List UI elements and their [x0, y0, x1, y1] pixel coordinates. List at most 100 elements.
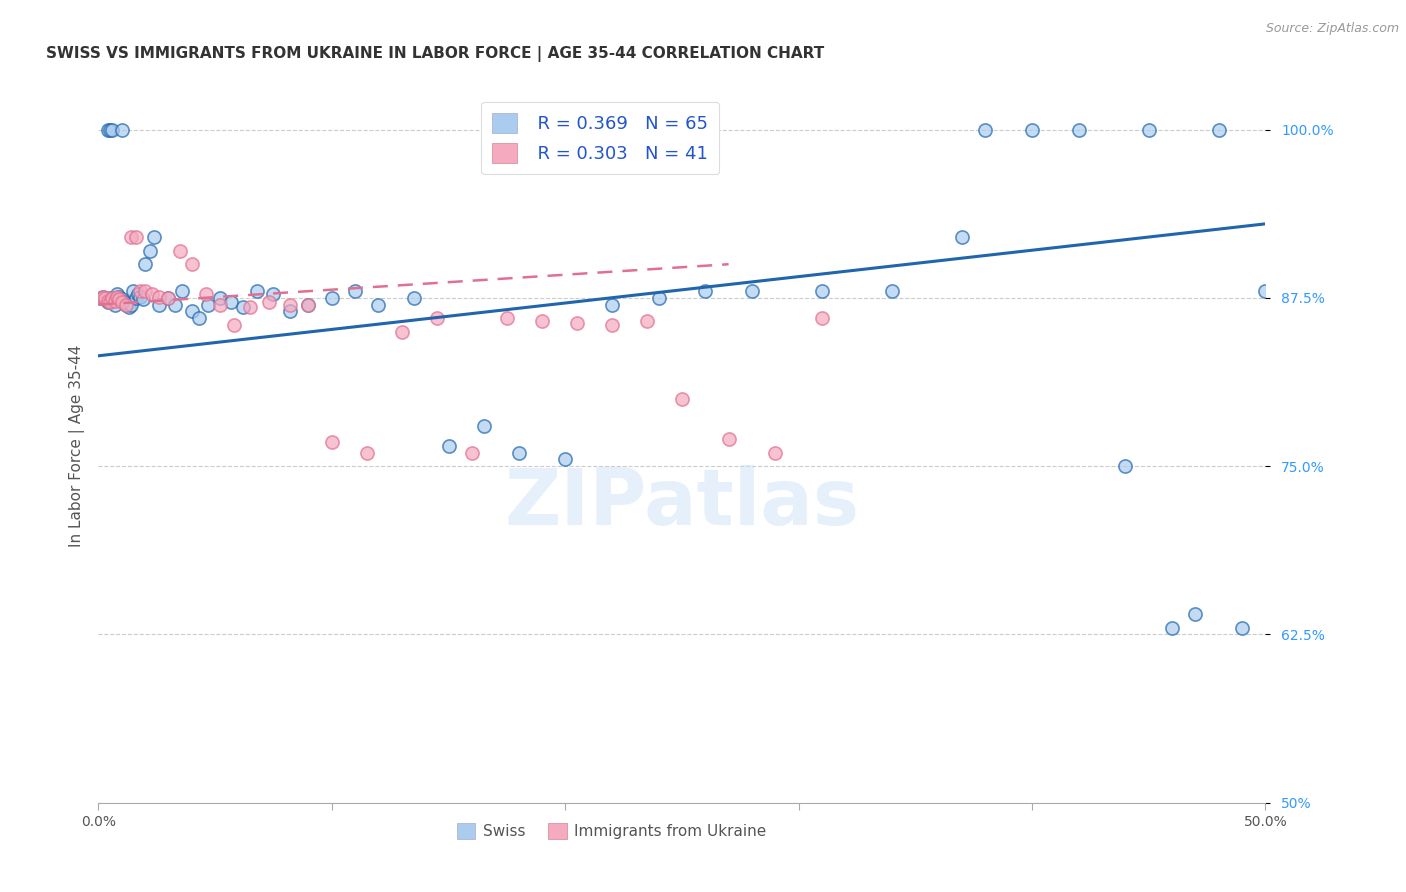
Swiss: [97, 294, 120, 309]
Immigrants from Ukraine: [811, 311, 834, 326]
Swiss: [321, 291, 343, 305]
Swiss: [143, 230, 166, 244]
Swiss: [94, 292, 117, 306]
Swiss: [297, 298, 319, 312]
Swiss: [172, 284, 194, 298]
Swiss: [232, 301, 254, 315]
Swiss: [647, 291, 669, 305]
Immigrants from Ukraine: [565, 317, 588, 331]
Immigrants from Ukraine: [208, 298, 231, 312]
Swiss: [120, 298, 142, 312]
Swiss: [118, 301, 141, 315]
Immigrants from Ukraine: [461, 446, 484, 460]
Swiss: [246, 284, 269, 298]
Immigrants from Ukraine: [278, 298, 301, 312]
Text: Source: ZipAtlas.com: Source: ZipAtlas.com: [1265, 22, 1399, 36]
Swiss: [508, 446, 530, 460]
Swiss: [1161, 621, 1184, 635]
Immigrants from Ukraine: [94, 291, 117, 305]
Swiss: [262, 286, 284, 301]
Swiss: [950, 230, 973, 244]
Swiss: [90, 291, 112, 305]
Swiss: [122, 284, 145, 298]
Swiss: [472, 418, 495, 433]
Swiss: [974, 122, 997, 136]
Immigrants from Ukraine: [496, 311, 519, 326]
Immigrants from Ukraine: [530, 314, 553, 328]
Immigrants from Ukraine: [321, 434, 343, 449]
Immigrants from Ukraine: [194, 286, 217, 301]
Swiss: [165, 298, 187, 312]
Swiss: [125, 291, 148, 305]
Swiss: [221, 294, 243, 309]
Swiss: [278, 304, 301, 318]
Swiss: [197, 298, 219, 312]
Swiss: [402, 291, 425, 305]
Text: SWISS VS IMMIGRANTS FROM UKRAINE IN LABOR FORCE | AGE 35-44 CORRELATION CHART: SWISS VS IMMIGRANTS FROM UKRAINE IN LABO…: [46, 46, 824, 62]
Swiss: [811, 284, 834, 298]
Immigrants from Ukraine: [120, 230, 142, 244]
Immigrants from Ukraine: [717, 432, 740, 446]
Swiss: [1067, 122, 1090, 136]
Immigrants from Ukraine: [105, 289, 128, 303]
Swiss: [741, 284, 763, 298]
Immigrants from Ukraine: [239, 301, 262, 315]
Swiss: [134, 257, 156, 271]
Swiss: [1230, 621, 1253, 635]
Swiss: [208, 291, 231, 305]
Immigrants from Ukraine: [90, 291, 112, 305]
Immigrants from Ukraine: [636, 314, 658, 328]
Immigrants from Ukraine: [426, 311, 449, 326]
Immigrants from Ukraine: [134, 284, 156, 298]
Swiss: [139, 244, 162, 258]
Swiss: [98, 122, 121, 136]
Swiss: [1021, 122, 1043, 136]
Swiss: [880, 284, 903, 298]
Swiss: [180, 304, 202, 318]
Swiss: [108, 289, 131, 303]
Immigrants from Ukraine: [671, 392, 693, 406]
Immigrants from Ukraine: [600, 318, 623, 332]
Immigrants from Ukraine: [104, 293, 127, 308]
Immigrants from Ukraine: [129, 284, 152, 298]
Swiss: [344, 284, 367, 298]
Immigrants from Ukraine: [91, 289, 114, 303]
Swiss: [132, 292, 155, 306]
Swiss: [129, 289, 152, 303]
Immigrants from Ukraine: [108, 292, 131, 306]
Swiss: [104, 298, 127, 312]
Swiss: [695, 284, 717, 298]
Swiss: [367, 298, 389, 312]
Legend: Swiss, Immigrants from Ukraine: Swiss, Immigrants from Ukraine: [451, 817, 773, 845]
Immigrants from Ukraine: [101, 291, 124, 305]
Swiss: [157, 291, 180, 305]
Swiss: [97, 122, 120, 136]
Swiss: [111, 292, 134, 306]
Immigrants from Ukraine: [222, 318, 245, 332]
Swiss: [148, 298, 170, 312]
Y-axis label: In Labor Force | Age 35-44: In Labor Force | Age 35-44: [69, 345, 84, 547]
Immigrants from Ukraine: [125, 230, 148, 244]
Swiss: [554, 452, 576, 467]
Swiss: [101, 122, 124, 136]
Swiss: [437, 439, 460, 453]
Swiss: [1208, 122, 1230, 136]
Immigrants from Ukraine: [141, 286, 163, 301]
Immigrants from Ukraine: [169, 244, 191, 258]
Immigrants from Ukraine: [180, 257, 202, 271]
Swiss: [111, 122, 134, 136]
Immigrants from Ukraine: [98, 294, 121, 309]
Swiss: [127, 286, 149, 301]
Swiss: [600, 298, 623, 312]
Swiss: [187, 311, 209, 326]
Swiss: [112, 294, 135, 309]
Immigrants from Ukraine: [391, 325, 413, 339]
Text: ZIPatlas: ZIPatlas: [505, 465, 859, 541]
Swiss: [101, 293, 124, 308]
Swiss: [91, 289, 114, 303]
Immigrants from Ukraine: [763, 446, 786, 460]
Immigrants from Ukraine: [115, 298, 138, 312]
Swiss: [1254, 284, 1277, 298]
Immigrants from Ukraine: [157, 291, 180, 305]
Swiss: [1137, 122, 1160, 136]
